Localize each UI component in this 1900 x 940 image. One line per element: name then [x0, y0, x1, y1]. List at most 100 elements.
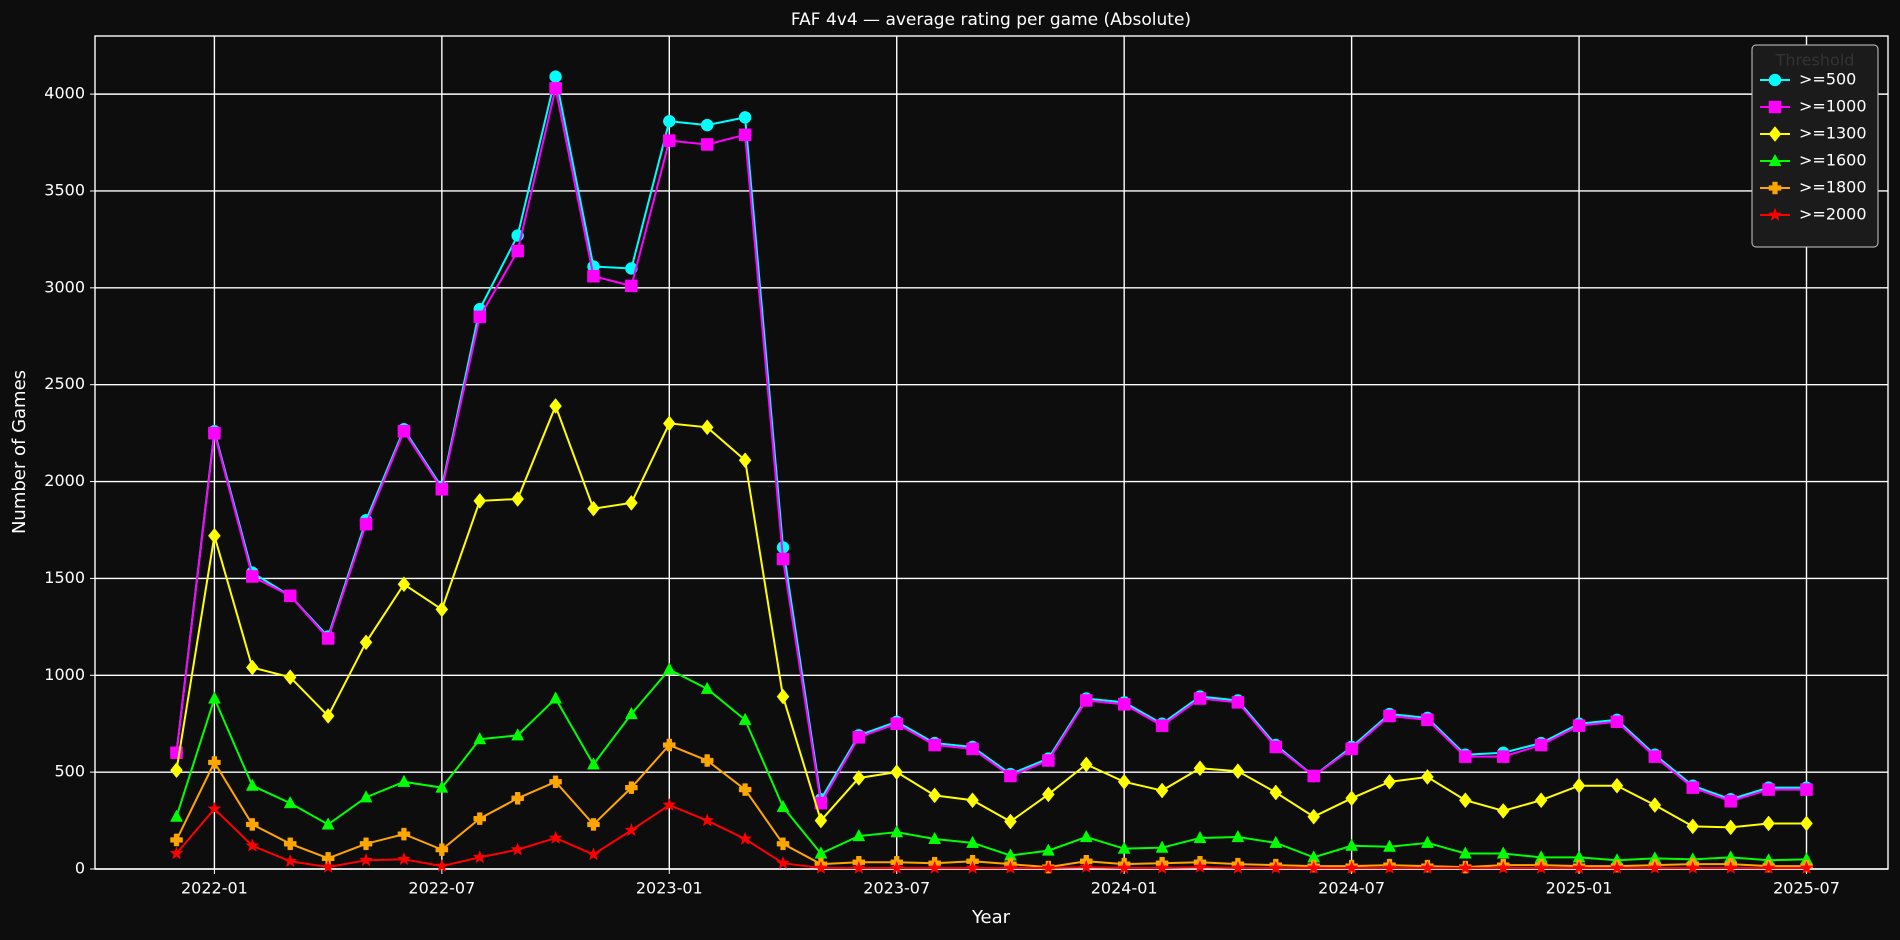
marker	[625, 279, 638, 293]
marker	[1534, 860, 1549, 874]
x-tick-label: 2022-07	[408, 879, 475, 898]
marker	[738, 111, 752, 124]
marker	[1155, 860, 1170, 874]
marker	[966, 792, 979, 809]
marker	[208, 527, 221, 544]
marker	[1193, 760, 1207, 777]
marker	[397, 774, 411, 787]
marker	[245, 659, 259, 676]
marker	[511, 792, 524, 805]
marker	[246, 818, 259, 831]
marker	[1306, 860, 1321, 874]
y-tick-label: 2500	[44, 374, 85, 393]
marker	[1572, 777, 1586, 794]
marker	[359, 837, 373, 851]
marker	[1648, 750, 1662, 763]
marker	[435, 601, 449, 618]
marker	[1042, 754, 1055, 767]
marker	[1761, 860, 1776, 874]
marker	[1459, 750, 1472, 763]
marker	[359, 852, 374, 867]
y-tick-label: 3500	[44, 180, 85, 199]
x-axis-label: Year	[971, 907, 1011, 928]
marker	[246, 570, 259, 583]
marker	[1724, 819, 1738, 836]
marker	[1344, 860, 1359, 874]
marker	[511, 491, 524, 507]
marker	[207, 801, 222, 815]
marker	[1155, 719, 1169, 732]
marker	[1231, 696, 1245, 709]
marker	[1079, 859, 1094, 874]
legend-box	[1751, 44, 1879, 248]
marker	[549, 70, 562, 83]
marker	[890, 825, 904, 838]
marker	[700, 754, 714, 767]
marker	[814, 796, 828, 810]
marker	[321, 859, 336, 874]
legend-marker	[1768, 100, 1782, 114]
marker	[170, 809, 183, 822]
legend-label: >=1600	[1799, 151, 1867, 170]
series-line	[175, 668, 1807, 862]
marker	[511, 244, 524, 258]
marker	[1117, 860, 1132, 874]
marker	[1572, 860, 1587, 874]
legend-marker	[1768, 207, 1782, 221]
marker	[852, 770, 866, 786]
marker	[587, 269, 600, 283]
marker	[549, 691, 562, 704]
marker	[549, 398, 562, 414]
y-tick-label: 1000	[44, 665, 85, 684]
marker	[663, 738, 676, 752]
marker	[1534, 738, 1548, 752]
marker	[1421, 769, 1434, 785]
marker	[738, 452, 752, 469]
x-tick-label: 2024-01	[1091, 879, 1158, 898]
marker	[776, 799, 790, 813]
marker	[170, 833, 183, 847]
marker	[1079, 756, 1093, 773]
marker	[1345, 838, 1359, 851]
legend: Threshold>=500 >=1000 >=1300 >=1600 >=1800 >=…	[1751, 44, 1879, 248]
marker	[738, 128, 752, 142]
marker	[510, 842, 525, 856]
marker	[625, 781, 638, 794]
marker	[663, 114, 676, 128]
marker	[1572, 719, 1586, 732]
marker	[1231, 829, 1245, 843]
marker	[359, 790, 373, 803]
marker	[738, 783, 752, 796]
marker	[359, 517, 373, 531]
x-tick-label: 2024-07	[1318, 879, 1385, 898]
marker	[890, 717, 903, 730]
marker	[435, 843, 449, 856]
marker	[1041, 843, 1055, 856]
marker	[1458, 846, 1472, 859]
marker	[1003, 860, 1018, 874]
chart-title: FAF 4v4 — average rating per game (Absol…	[791, 10, 1191, 30]
marker	[245, 838, 260, 852]
marker	[1269, 835, 1283, 848]
marker	[1648, 797, 1662, 813]
marker	[321, 708, 335, 724]
marker	[852, 828, 866, 842]
marker	[965, 860, 980, 874]
marker	[1004, 769, 1017, 783]
marker	[625, 494, 638, 511]
marker	[1496, 802, 1510, 819]
marker	[1420, 860, 1435, 874]
legend-label: >=1000	[1799, 97, 1867, 116]
marker	[1421, 835, 1434, 848]
marker	[663, 134, 676, 147]
marker	[1800, 783, 1813, 796]
marker	[1383, 773, 1396, 790]
legend-marker	[1768, 126, 1782, 142]
marker	[397, 827, 411, 841]
marker	[624, 706, 638, 720]
marker	[1117, 773, 1131, 790]
marker	[1230, 860, 1245, 874]
marker	[1193, 692, 1207, 705]
marker	[1799, 860, 1814, 874]
